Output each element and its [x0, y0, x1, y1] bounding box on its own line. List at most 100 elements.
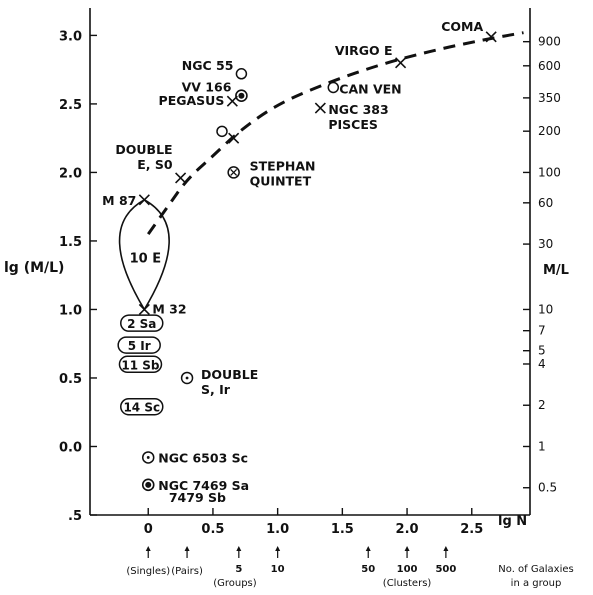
point-label: COMA [441, 19, 483, 34]
data-point: DOUBLE S, Ir [180, 367, 258, 397]
bottom-scale: (Singles) (Pairs) 5 10 50 100 500 (Groups) (Clus… [126, 546, 574, 589]
data-point: VIRGO E [335, 43, 407, 69]
y-tick-label: 2.0 [59, 166, 82, 181]
y-tick-label: .5 [68, 509, 82, 524]
arrow-head [184, 546, 190, 551]
circle-x-cross [230, 168, 238, 176]
trend-curve-group [147, 31, 524, 235]
x-tick-label: 2.0 [396, 522, 419, 537]
right-tick-label: 10 [538, 302, 553, 316]
x-marker [226, 95, 238, 107]
arrow-number: 5 [235, 564, 242, 575]
arrow-head [365, 546, 371, 551]
arrow-head [145, 546, 151, 551]
right-tick-label: 2 [538, 398, 546, 412]
box-label: 11 Sb [121, 358, 160, 372]
right-tick-label: 100 [538, 165, 561, 179]
x-marker [228, 132, 240, 144]
data-point: 7479 Sb [169, 490, 226, 505]
bottom-arrow: 5 [235, 546, 242, 575]
bottom-arrow: 500 [435, 546, 456, 575]
point-label: DOUBLE S, Ir [201, 367, 258, 397]
bottom-arrow: 10 [271, 546, 285, 575]
data-point: VV 166 [182, 80, 248, 102]
box-outline [117, 336, 161, 354]
circle-dot-core [185, 376, 189, 380]
data-point [228, 132, 240, 144]
x-marker [314, 102, 326, 114]
arrow-head [404, 546, 410, 551]
y-tick-label: 0.5 [59, 372, 82, 387]
point-label: VV 166 [182, 80, 232, 95]
box-label: 14 Sc [123, 401, 160, 415]
point-label: 7479 Sb [169, 490, 226, 505]
right-tick-label: 350 [538, 91, 561, 105]
box-label: 5 Ir [128, 339, 151, 353]
right-axis-ticks: 900 600 350 200 100 60 30 10 7 54 2 1 0.5 [523, 35, 561, 495]
data-point: NGC 7469 Sa [141, 478, 249, 493]
box-outline [120, 397, 164, 416]
box-labels: 2 Sa 5 Ir 11 Sb 14 Sc [117, 314, 164, 416]
x-marker [175, 172, 187, 184]
data-point: NGC 383 PISCES [314, 102, 389, 132]
point-label: NGC 55 [182, 58, 234, 73]
data-point: CAN VEN [327, 81, 402, 96]
point-label: NGC 6503 Sc [158, 450, 248, 465]
bottom-arrow: (Pairs) [171, 546, 203, 577]
point-label: STEPHAN QUINTET [250, 158, 316, 188]
bottom-arrow: 100 [397, 546, 418, 575]
right-tick-label: 5 [538, 344, 546, 358]
y-axis-ticks: 3.0 2.5 2.0 1.5 1.0 0.5 0.0 .5 [59, 29, 97, 524]
circle-filled-core [145, 481, 152, 488]
right-tick-label: 7 [538, 324, 546, 338]
right-tick-label: 30 [538, 237, 553, 251]
plot-frame [89, 8, 531, 516]
trend-curve [147, 31, 524, 235]
y-axis-label: lg (M/L) [4, 260, 64, 276]
x-marker [138, 194, 150, 206]
data-point: COMA [441, 19, 497, 43]
arrow-head [443, 546, 449, 551]
bottom-arrow: (Singles) [126, 546, 170, 577]
x-axis-label: lg N [498, 514, 527, 529]
point-label: M 87 [102, 193, 136, 208]
point-label: DOUBLE E, S0 [115, 142, 172, 172]
right-tick-label: 0.5 [538, 481, 557, 495]
data-point: M 32 [138, 301, 187, 316]
data-point: M 87 [102, 193, 150, 208]
box-label: 2 Sa [127, 317, 156, 331]
y-tick-label: 2.5 [59, 98, 82, 113]
right-tick-label: 60 [538, 196, 553, 210]
data-point: DOUBLE E, S0 [115, 142, 187, 184]
circle-marker [327, 81, 340, 94]
point-label: VIRGO E [335, 43, 393, 58]
ellipse-group: 10 E [118, 198, 170, 312]
arrow-label: (Singles) [126, 566, 170, 577]
ellipse-label: 10 E [130, 251, 162, 266]
data-point: PEGASUS [159, 93, 238, 108]
x-marker [138, 303, 150, 316]
x-marker [485, 31, 497, 43]
y-tick-label: 1.0 [59, 303, 82, 318]
x-tick-label: 1.5 [331, 522, 354, 537]
point-label: M 32 [152, 301, 186, 316]
bottom-arrow: 50 [361, 546, 375, 575]
y-tick-label: 0.0 [59, 440, 82, 455]
arrow-head [236, 546, 242, 551]
groups-label: (Groups) [213, 578, 257, 589]
arrow-number: 500 [435, 564, 456, 575]
arrow-head [275, 546, 281, 551]
right-tick-label: 1 [538, 439, 546, 453]
data-point: NGC 55 [182, 58, 248, 80]
point-label: NGC 7469 Sa [158, 478, 249, 493]
data-point: STEPHAN QUINTET [227, 158, 316, 188]
point-label: CAN VEN [339, 81, 401, 96]
right-tick-label: 200 [538, 124, 561, 138]
galaxies-note-line1: No. of Galaxies [498, 564, 573, 575]
arrow-label: (Pairs) [171, 566, 203, 577]
y-tick-label: 3.0 [59, 29, 82, 44]
x-tick-label: 1.0 [266, 522, 289, 537]
clusters-label: (Clusters) [383, 578, 432, 589]
x-marker [395, 57, 407, 69]
